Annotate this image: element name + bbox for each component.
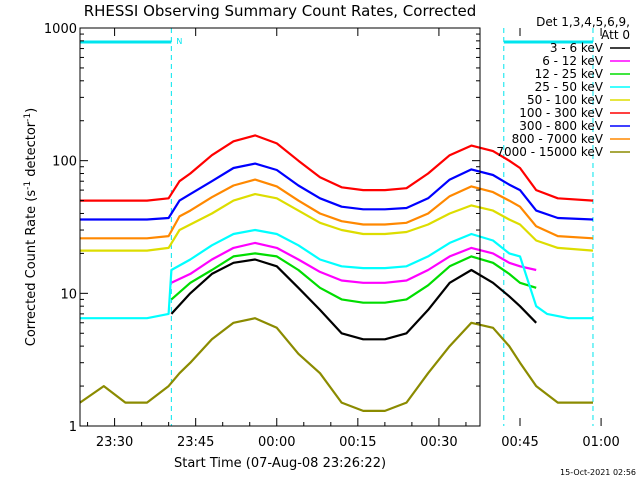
x-tick-label-5: 00:45 bbox=[501, 435, 538, 450]
series-line-6-12-kev bbox=[170, 241, 537, 284]
y-axis-ticks: 1 10 100 1000 bbox=[44, 22, 480, 435]
series-line-3-6-kev bbox=[170, 258, 537, 341]
night-markers: N bbox=[80, 28, 594, 426]
y-tick-label-2: 100 bbox=[52, 155, 77, 170]
legend-header-line2: Att 0 bbox=[601, 28, 630, 42]
series-lines bbox=[79, 134, 594, 412]
y-axis-label-sup1: -1 bbox=[23, 181, 33, 190]
legend-label-25-50-kev: 25 - 50 keV bbox=[535, 80, 604, 94]
x-tick-label-4: 00:30 bbox=[420, 435, 457, 450]
legend-label-3-6-kev: 3 - 6 keV bbox=[550, 41, 604, 55]
series-line-12-25-kev bbox=[170, 252, 537, 304]
y-axis-label-main: Corrected Count Rate (s bbox=[24, 190, 39, 347]
x-tick-label-3: 00:15 bbox=[339, 435, 376, 450]
y-axis-label: Corrected Count Rate (s-1 detector-1) bbox=[23, 108, 39, 346]
legend-label-800-7000-kev: 800 - 7000 keV bbox=[512, 132, 604, 146]
chart-title: RHESSI Observing Summary Count Rates, Co… bbox=[84, 2, 477, 20]
x-tick-label-1: 23:45 bbox=[177, 435, 214, 450]
y-tick-label-3: 1000 bbox=[44, 22, 77, 37]
y-tick-label-1: 10 bbox=[60, 287, 77, 302]
x-tick-label-0: 23:30 bbox=[96, 435, 133, 450]
series-line-25-50-kev bbox=[80, 228, 593, 320]
timestamp: 15-Oct-2021 02:56 bbox=[560, 468, 636, 477]
legend-label-100-300-kev: 100 - 300 keV bbox=[519, 106, 603, 120]
legend-header-line1: Det 1,3,4,5,6,9, bbox=[536, 15, 630, 29]
y-tick-label-0: 1 bbox=[69, 420, 77, 435]
y-axis-label-end: ) bbox=[24, 108, 39, 113]
legend-label-7000-15000-kev: 7000 - 15000 keV bbox=[496, 145, 603, 159]
series-line-300-800-kev bbox=[80, 162, 594, 221]
x-axis-label: Start Time (07-Aug-08 23:26:22) bbox=[174, 456, 386, 471]
legend-label-300-800-kev: 300 - 800 keV bbox=[519, 119, 603, 133]
night-marker-label: N bbox=[176, 37, 182, 46]
plot-frame bbox=[79, 27, 481, 427]
series-line-100-300-kev bbox=[80, 134, 594, 202]
series-line-800-7000-kev bbox=[80, 178, 594, 240]
y-axis-label-mid: detector bbox=[24, 121, 39, 181]
x-tick-label-2: 00:00 bbox=[258, 435, 295, 450]
x-axis-ticks: 23:30 23:45 00:00 00:15 00:30 00:45 01:00 bbox=[87, 28, 620, 450]
legend-label-50-100-kev: 50 - 100 keV bbox=[527, 93, 604, 107]
legend-label-12-25-kev: 12 - 25 keV bbox=[535, 67, 604, 81]
series-line-50-100-kev bbox=[80, 193, 594, 252]
legend-label-6-12-kev: 6 - 12 keV bbox=[542, 54, 604, 68]
y-axis-label-sup2: -1 bbox=[23, 113, 33, 122]
x-tick-label-6: 01:00 bbox=[582, 435, 619, 450]
series-line-7000-15000-kev bbox=[79, 317, 593, 412]
